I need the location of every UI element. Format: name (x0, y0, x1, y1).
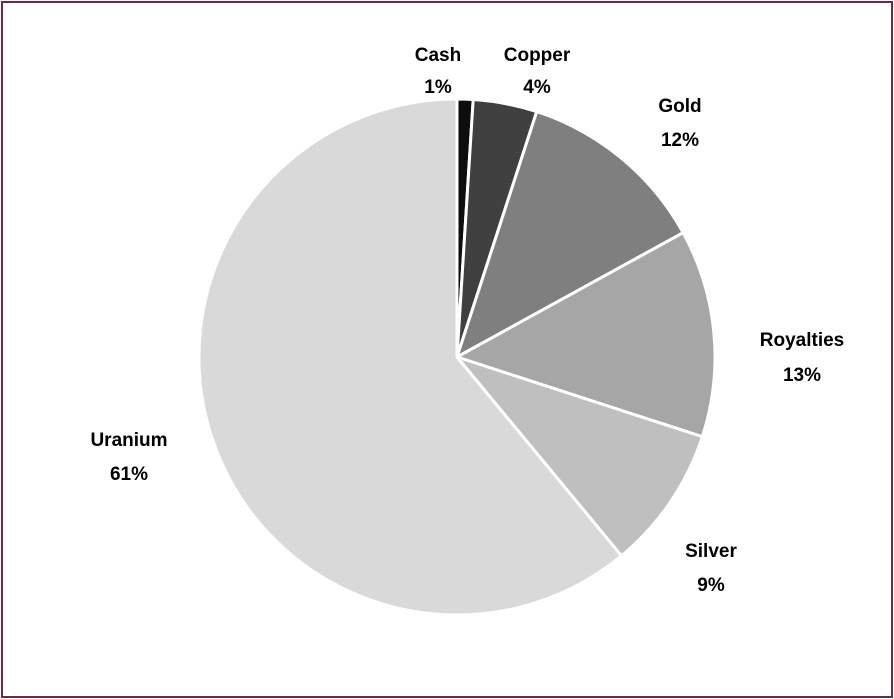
slice-label-name-gold: Gold (658, 96, 701, 117)
pie-slice-gold (455, 110, 685, 359)
slice-label-percent-uranium: 61% (110, 464, 148, 485)
slice-label-percent-cash: 1% (424, 77, 452, 98)
pie-slice-uranium (197, 97, 623, 617)
slice-label-name-royalties: Royalties (760, 330, 844, 351)
slice-label-percent-copper: 4% (523, 77, 551, 98)
pie-slices (197, 97, 717, 617)
slice-label-name-cash: Cash (415, 45, 461, 66)
pie-slice-royalties (455, 231, 717, 439)
slice-label-name-silver: Silver (685, 541, 737, 562)
slice-label-percent-gold: 12% (661, 130, 699, 151)
pie-slice-silver (455, 355, 704, 558)
pie-labels: Cash 1% Copper 4% Gold 12% Royalties 13% Silver 9… (90, 45, 844, 596)
slice-label-name-copper: Copper (504, 45, 571, 66)
slice-label-name-uranium: Uranium (90, 430, 167, 451)
slice-label-percent-royalties: 13% (783, 365, 821, 386)
slice-label-percent-silver: 9% (697, 575, 725, 596)
